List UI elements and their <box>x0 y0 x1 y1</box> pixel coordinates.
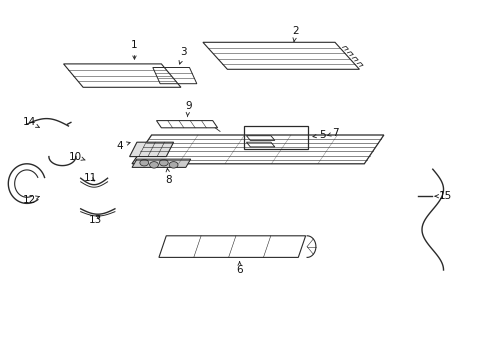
Text: 6: 6 <box>236 262 243 275</box>
Text: 10: 10 <box>69 152 85 162</box>
Text: 4: 4 <box>116 141 130 151</box>
Text: 11: 11 <box>83 173 97 183</box>
Text: 8: 8 <box>165 168 172 185</box>
Circle shape <box>149 162 158 168</box>
Text: 12: 12 <box>22 195 39 205</box>
Circle shape <box>159 159 168 166</box>
Text: 15: 15 <box>434 191 451 201</box>
Bar <box>244 126 307 149</box>
Text: 5: 5 <box>312 130 325 140</box>
Text: 2: 2 <box>292 26 299 41</box>
Text: 9: 9 <box>184 101 191 117</box>
Text: 7: 7 <box>327 128 338 138</box>
Polygon shape <box>132 159 190 167</box>
Circle shape <box>169 162 178 168</box>
Text: 14: 14 <box>22 117 39 127</box>
Text: 1: 1 <box>131 40 138 59</box>
Circle shape <box>140 159 148 166</box>
Text: 3: 3 <box>179 47 186 64</box>
Text: 13: 13 <box>88 215 102 225</box>
Polygon shape <box>129 142 173 157</box>
